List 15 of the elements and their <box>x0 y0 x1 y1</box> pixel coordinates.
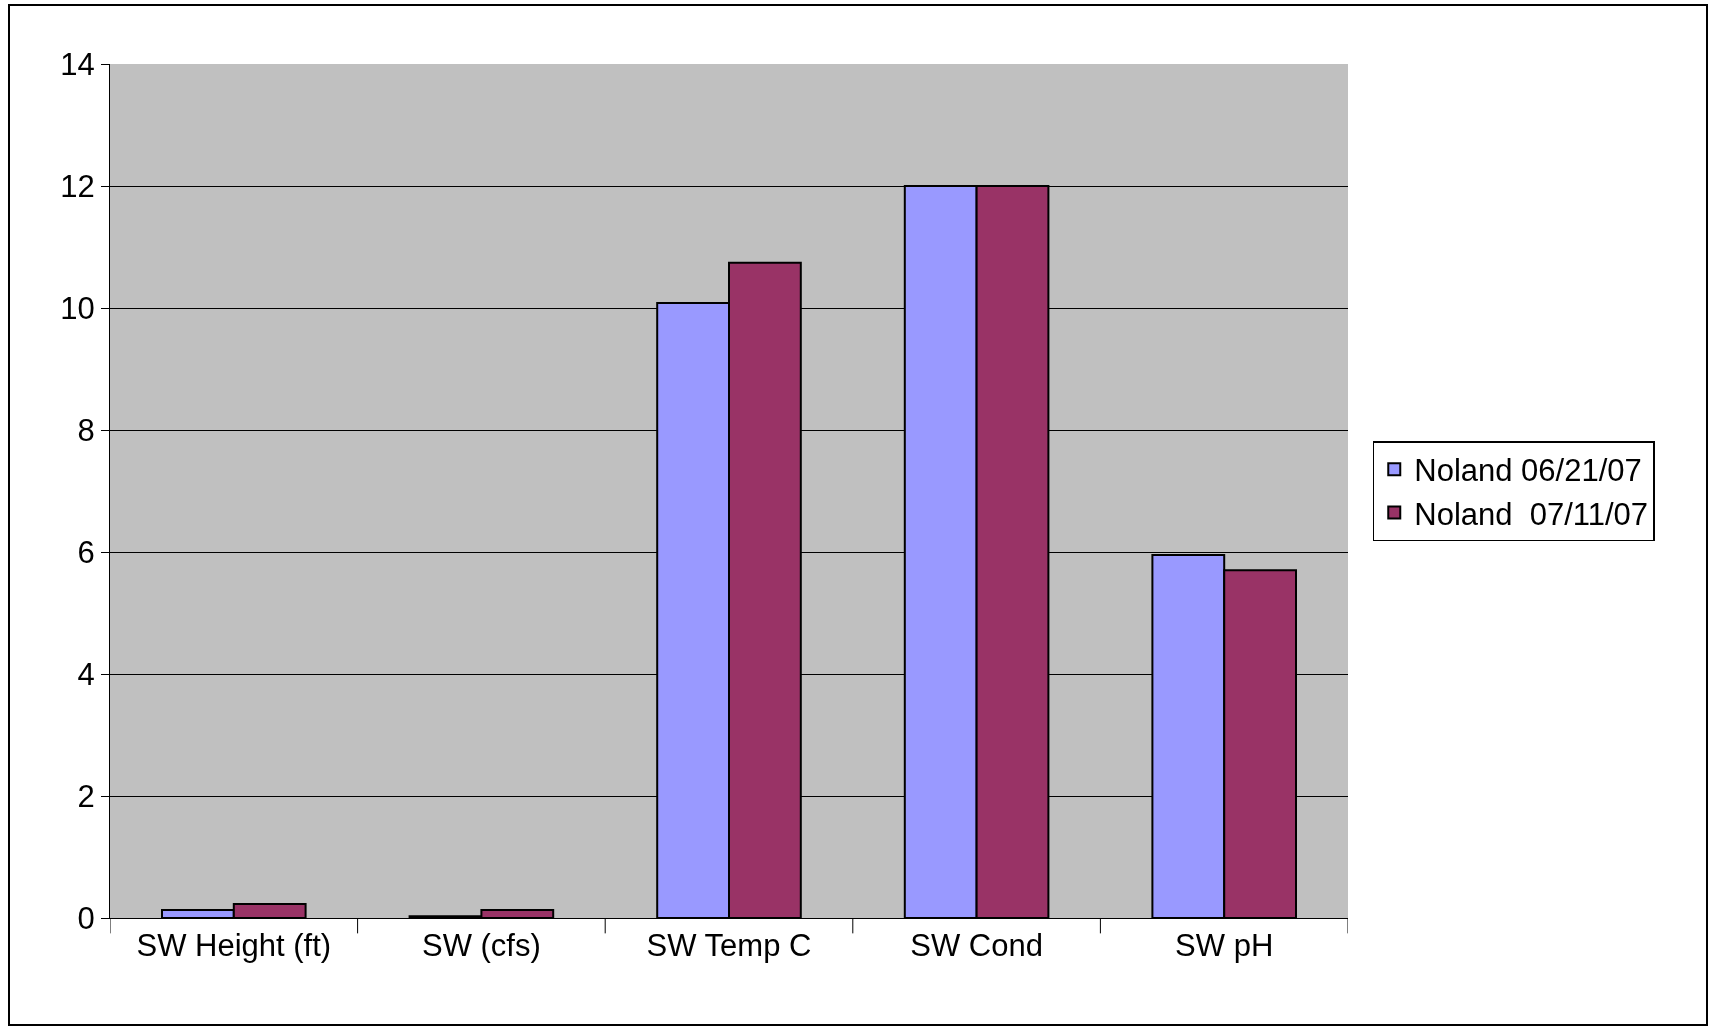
y-tick-label: 4 <box>77 656 95 692</box>
y-tick-label: 6 <box>77 534 95 570</box>
y-tick-label: 0 <box>77 900 95 936</box>
x-tick-label: SW Cond <box>910 928 1043 964</box>
legend-label: Noland 06/21/07 <box>1414 453 1642 489</box>
y-tick-label: 2 <box>77 778 95 814</box>
x-tick-label: SW (cfs) <box>421 928 541 964</box>
x-tick-label: SW Height (ft) <box>136 928 332 964</box>
y-tick-label: 10 <box>60 290 95 326</box>
y-tick-label: 12 <box>60 168 95 204</box>
legend-label: Noland 07/11/07 <box>1414 496 1649 532</box>
y-tick-label: 8 <box>77 412 95 448</box>
x-tick-label: SW Temp C <box>646 928 812 964</box>
y-tick-label: 14 <box>60 46 95 82</box>
x-tick-label: SW pH <box>1175 928 1274 964</box>
